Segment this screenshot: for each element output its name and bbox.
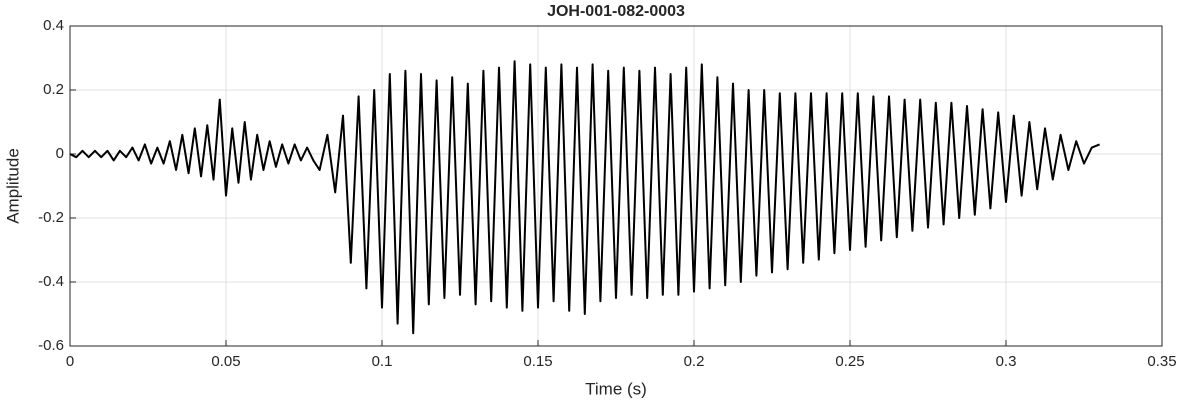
x-tick-label: 0.3 <box>996 353 1017 370</box>
chart-title: JOH-001-082-0003 <box>547 3 685 20</box>
x-tick-label: 0.15 <box>523 353 552 370</box>
y-tick-label: 0.4 <box>43 17 64 34</box>
x-axis-label: Time (s) <box>585 379 647 398</box>
y-tick-label: -0.6 <box>38 337 64 354</box>
x-tick-label: 0.35 <box>1147 353 1176 370</box>
waveform-line <box>69 60 1100 335</box>
y-tick-label: 0 <box>56 145 64 162</box>
x-tick-label: 0.2 <box>684 353 705 370</box>
y-axis-label: Amplitude <box>3 148 22 224</box>
x-tick-label: 0.1 <box>372 353 393 370</box>
x-tick-label: 0.05 <box>211 353 240 370</box>
y-tick-label: -0.2 <box>38 209 64 226</box>
plot-frame <box>69 25 1163 347</box>
x-tick-label: 0 <box>66 353 74 370</box>
y-tick-label: -0.4 <box>38 273 64 290</box>
y-tick-label: 0.2 <box>43 81 64 98</box>
x-tick-label: 0.25 <box>835 353 864 370</box>
